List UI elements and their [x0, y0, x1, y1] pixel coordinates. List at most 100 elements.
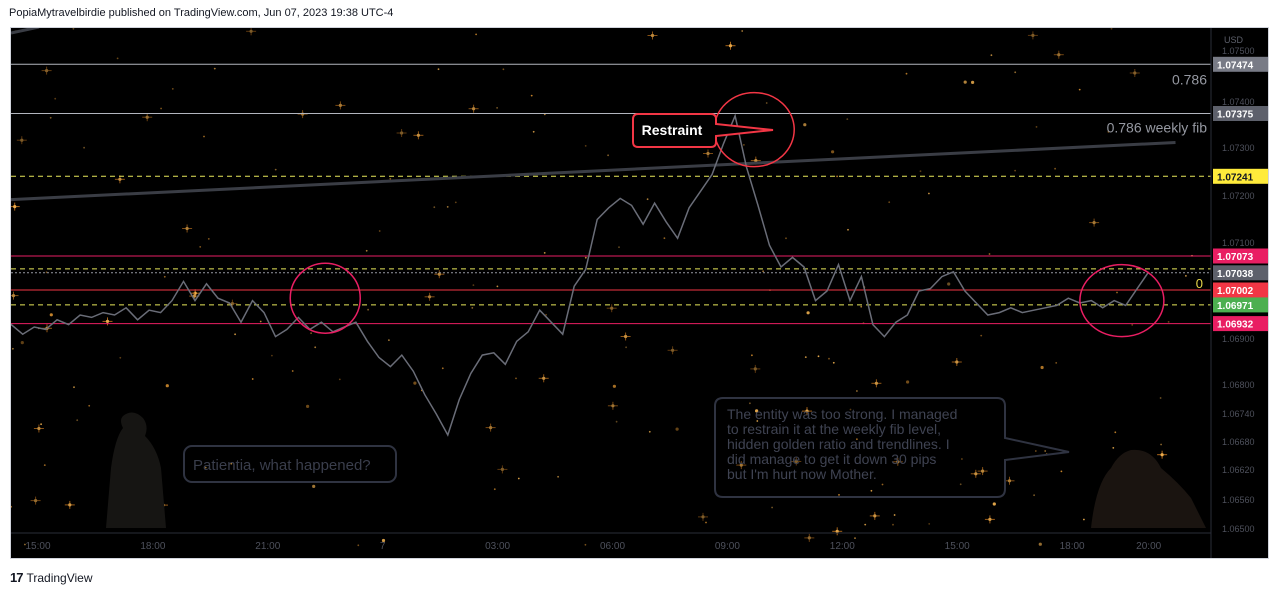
sparkle [647, 31, 658, 40]
x-tick-label: 7 [380, 541, 386, 552]
star [919, 170, 922, 173]
y-tick-label: 1.06500 [1222, 524, 1255, 534]
price-label-1.06971: 1.06971 [1213, 297, 1268, 313]
price-label-text: 1.07038 [1217, 269, 1254, 280]
sparkle [951, 358, 962, 366]
sparkle [984, 515, 995, 524]
star [1107, 130, 1110, 133]
y-tick-label: 1.07100 [1222, 238, 1255, 248]
star [1114, 431, 1117, 434]
star [648, 430, 651, 433]
price-label-text: 1.07002 [1217, 286, 1254, 297]
star [517, 477, 520, 480]
star [817, 355, 820, 358]
price-label-bg [1213, 297, 1268, 313]
horizontal-levels: 0.786 0.786 weekly fib 0 [11, 63, 1211, 325]
price-label-bg [1213, 248, 1268, 264]
price-label-bg [1213, 106, 1268, 121]
star [76, 419, 79, 422]
entity-callout-line: to restrain it at the weekly fib level, [727, 421, 941, 437]
sparkle [30, 496, 41, 505]
sparkle [667, 346, 678, 355]
y-tick-label: 1.06740 [1222, 409, 1255, 419]
chart-annotations: Restraint Patientia, what happened? The en… [183, 113, 1070, 498]
sparkle [41, 66, 52, 75]
star [1035, 126, 1038, 128]
star [831, 150, 835, 154]
star [160, 107, 163, 110]
star [557, 475, 559, 478]
star [251, 378, 254, 380]
star [259, 320, 262, 323]
star [646, 198, 649, 201]
upper-trendline [11, 28, 40, 35]
star [49, 313, 53, 317]
sparkle [396, 129, 407, 137]
star [1038, 542, 1042, 546]
star [545, 313, 547, 316]
entity-callout-line: The entity was too strong. I managed [727, 406, 957, 422]
star [441, 367, 444, 370]
chart-frame[interactable]: 0.786 0.786 weekly fib 0 Restraint Patienti… [10, 27, 1269, 559]
sparkle [16, 136, 27, 145]
star [314, 346, 317, 349]
star [1033, 494, 1035, 497]
star [437, 68, 440, 71]
y-tick-label: 1.06680 [1222, 437, 1255, 447]
restraint-callout: Restraint [632, 113, 774, 148]
price-label-bg [1213, 168, 1268, 184]
star [433, 206, 436, 209]
star [961, 458, 963, 460]
star [1040, 365, 1044, 370]
star [204, 466, 207, 469]
sparkle [424, 292, 435, 301]
star [116, 57, 119, 60]
sparkle [538, 374, 549, 383]
star [389, 177, 392, 180]
star [771, 506, 773, 509]
star [988, 253, 991, 255]
star [454, 201, 457, 204]
star [1131, 324, 1134, 326]
star [615, 420, 618, 423]
star [49, 116, 52, 119]
tradingview-brand[interactable]: TradingView [26, 570, 93, 585]
fib-zero-label: 0 [1196, 276, 1203, 291]
price-label-text: 1.07241 [1217, 172, 1254, 183]
sparkle [832, 527, 843, 536]
y-tick-label: 1.07200 [1222, 191, 1255, 201]
star [446, 206, 449, 208]
sparkle [869, 511, 880, 520]
star [367, 308, 369, 311]
star [234, 333, 237, 336]
star [806, 311, 810, 315]
chart-svg[interactable]: 0.786 0.786 weekly fib 0 Restraint Patienti… [11, 28, 1268, 558]
star [378, 230, 381, 232]
star [475, 33, 477, 36]
star [663, 237, 666, 240]
tradingview-logo-icon: 17 [10, 570, 24, 585]
star [756, 420, 759, 422]
sparkle [246, 28, 257, 36]
sparkle [607, 401, 618, 410]
star [846, 118, 849, 120]
star [274, 168, 277, 171]
weekly-fib-trendline [11, 140, 1176, 202]
star [804, 356, 807, 358]
decorative-figures [106, 412, 1206, 528]
star [612, 384, 617, 388]
star [20, 341, 24, 345]
star [12, 347, 14, 350]
star [163, 275, 166, 278]
star [413, 381, 417, 385]
star [1060, 470, 1063, 473]
x-tick-label: 15:00 [945, 541, 970, 552]
x-tick-label: 20:00 [1136, 541, 1161, 552]
star [762, 270, 764, 273]
sparkle [698, 512, 708, 521]
star [838, 494, 840, 496]
left-figure [106, 412, 166, 528]
star [847, 228, 849, 231]
star [675, 427, 679, 431]
star [213, 67, 216, 70]
